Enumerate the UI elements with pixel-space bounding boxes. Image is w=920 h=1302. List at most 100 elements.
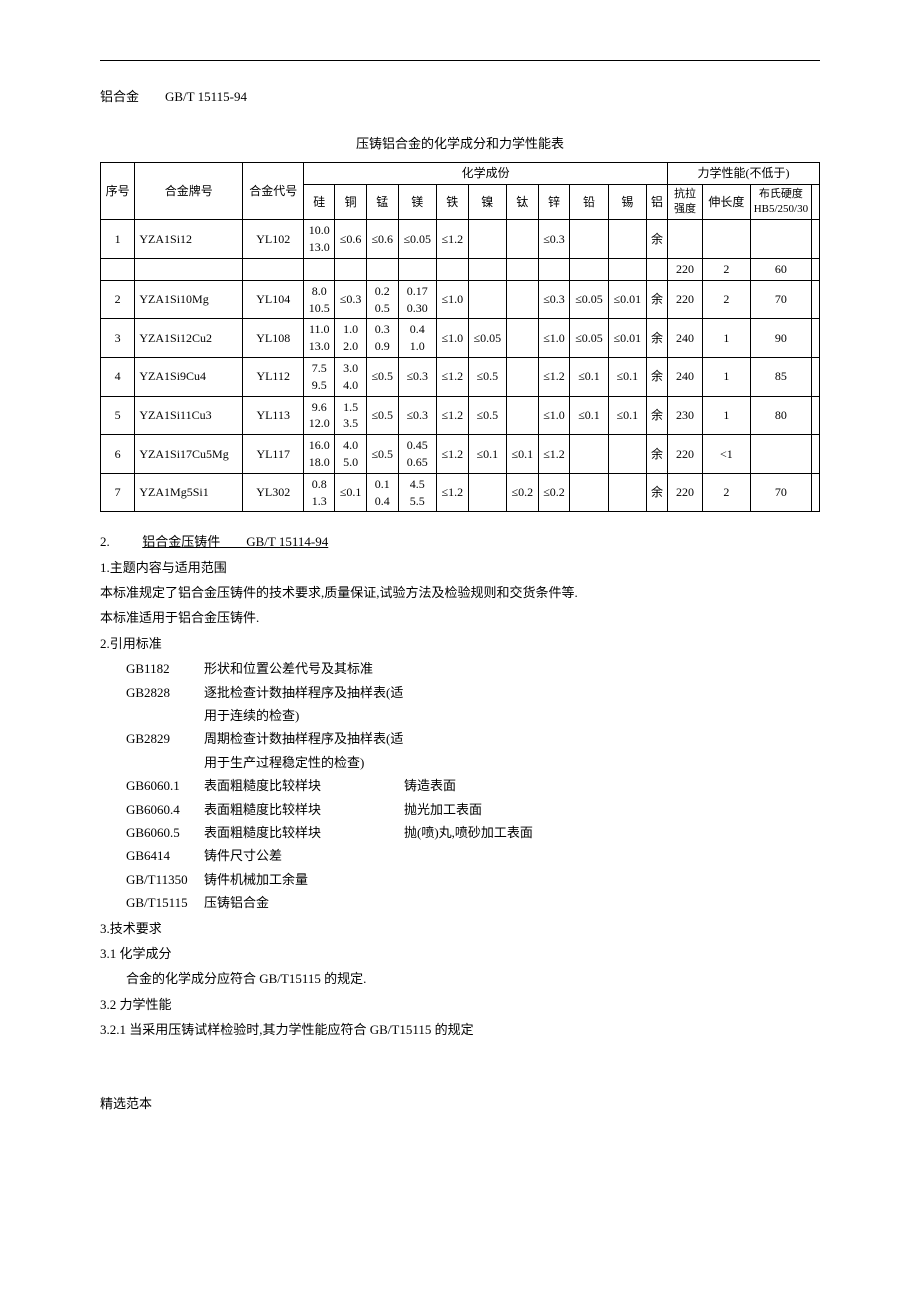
cell: ≤1.0: [436, 280, 468, 319]
cell: [398, 258, 436, 280]
cell: ≤0.1: [506, 435, 538, 474]
cell: 2: [101, 280, 135, 319]
cell: [812, 258, 820, 280]
cell: ≤0.3: [398, 357, 436, 396]
cell: ≤0.05: [570, 280, 608, 319]
cell: 余: [646, 280, 667, 319]
cell: 90: [750, 319, 811, 358]
std-extra: 抛(喷)丸,喷砂加工表面: [404, 821, 533, 844]
cell: ≤0.5: [366, 357, 398, 396]
th-mech-sub: 抗拉强度: [668, 184, 703, 220]
cell: YZA1Si9Cu4: [135, 357, 243, 396]
cell: YL112: [243, 357, 304, 396]
cell: 1: [703, 357, 751, 396]
cell: 6: [101, 435, 135, 474]
cell: ≤0.6: [335, 220, 367, 259]
cell: YZA1Si12Cu2: [135, 319, 243, 358]
cell: [608, 258, 646, 280]
cell: ≤1.0: [538, 319, 570, 358]
p31-line: 合金的化学成分应符合 GB/T15115 的规定.: [100, 967, 820, 990]
cell: [570, 435, 608, 474]
std-desc: 压铸铝合金: [204, 891, 404, 914]
standard-item: GB6060.4表面粗糙度比较样块抛光加工表面: [100, 798, 820, 821]
cell: [812, 280, 820, 319]
sec2-num: 2.: [100, 534, 110, 549]
cell: [506, 258, 538, 280]
cell: [812, 473, 820, 512]
cell: ≤1.2: [538, 357, 570, 396]
cell: 余: [646, 435, 667, 474]
cell: [436, 258, 468, 280]
cell: 4.05.0: [335, 435, 367, 474]
cell: ≤0.05: [468, 319, 506, 358]
cell: 4: [101, 357, 135, 396]
cell: [243, 258, 304, 280]
cell: ≤0.1: [570, 396, 608, 435]
th-chem-sub: 锌: [538, 184, 570, 220]
std-desc: 表面粗糙度比较样块: [204, 821, 404, 844]
cell: 0.170.30: [398, 280, 436, 319]
std-desc: 铸件尺寸公差: [204, 844, 404, 867]
cell: [570, 258, 608, 280]
sec2-link: 铝合金压铸件 GB/T 15114-94: [142, 534, 328, 549]
p3-heading: 3.技术要求: [100, 917, 820, 940]
std-code: GB6060.5: [126, 821, 204, 844]
p1-heading: 1.主题内容与适用范围: [100, 556, 820, 579]
cell: 0.41.0: [398, 319, 436, 358]
cell: 余: [646, 396, 667, 435]
cell: ≤0.3: [538, 220, 570, 259]
standard-item: GB6414铸件尺寸公差: [100, 844, 820, 867]
cell: ≤1.0: [436, 319, 468, 358]
th-chem-sub: 锡: [608, 184, 646, 220]
cell: [570, 473, 608, 512]
cell: [506, 280, 538, 319]
standard-item: GB2828逐批检查计数抽样程序及抽样表(适用于连续的检查): [100, 681, 820, 728]
cell: 1: [101, 220, 135, 259]
cell: ≤0.1: [608, 396, 646, 435]
cell: 余: [646, 319, 667, 358]
cell: YZA1Mg5Si1: [135, 473, 243, 512]
cell: ≤0.1: [468, 435, 506, 474]
cell: [646, 258, 667, 280]
cell: ≤0.1: [335, 473, 367, 512]
table-row: 1YZA1Si12YL10210.013.0≤0.6≤0.6≤0.05≤1.2≤…: [101, 220, 820, 259]
cell: ≤0.5: [366, 435, 398, 474]
cell: [506, 396, 538, 435]
table-row: 5YZA1Si11Cu3YL1139.612.01.53.5≤0.5≤0.3≤1…: [101, 396, 820, 435]
cell: 1.02.0: [335, 319, 367, 358]
cell: ≤0.01: [608, 319, 646, 358]
cell: ≤1.2: [436, 357, 468, 396]
standard-item: GB/T11350铸件机械加工余量: [100, 868, 820, 891]
cell: [506, 220, 538, 259]
table-row-extra: 220260: [101, 258, 820, 280]
table-title: 压铸铝合金的化学成分和力学性能表: [100, 132, 820, 155]
cell: [750, 220, 811, 259]
cell: ≤0.05: [398, 220, 436, 259]
standard-item: GB/T15115压铸铝合金: [100, 891, 820, 914]
cell: 220: [668, 435, 703, 474]
cell: [135, 258, 243, 280]
cell: 0.20.5: [366, 280, 398, 319]
table-row: 3YZA1Si12Cu2YL10811.013.01.02.00.30.90.4…: [101, 319, 820, 358]
th-mech: 力学性能(不低于): [668, 162, 820, 184]
table-row: 2YZA1Si10MgYL1048.010.5≤0.30.20.50.170.3…: [101, 280, 820, 319]
cell: ≤0.5: [468, 396, 506, 435]
cell: ≤1.2: [538, 435, 570, 474]
cell: [468, 220, 506, 259]
cell: ≤1.2: [436, 435, 468, 474]
cell: ≤0.6: [366, 220, 398, 259]
cell: YZA1Si12: [135, 220, 243, 259]
cell: 9.612.0: [304, 396, 335, 435]
std-extra: 铸造表面: [404, 774, 456, 797]
std-code: GB/T11350: [126, 868, 204, 891]
cell: 16.018.0: [304, 435, 335, 474]
cell: 3.04.0: [335, 357, 367, 396]
cell: 220: [668, 280, 703, 319]
cell: 8.010.5: [304, 280, 335, 319]
cell: 1: [703, 319, 751, 358]
std-code: GB6060.1: [126, 774, 204, 797]
cell: ≤0.5: [366, 396, 398, 435]
standard-item: GB2829周期检查计数抽样程序及抽样表(适用于生产过程稳定性的检查): [100, 727, 820, 774]
cell: [668, 220, 703, 259]
cell: YL113: [243, 396, 304, 435]
